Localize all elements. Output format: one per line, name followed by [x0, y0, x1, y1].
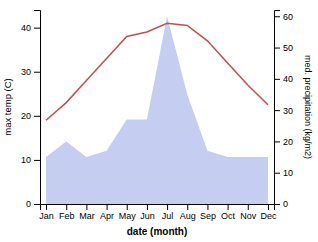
tick-label: Feb — [59, 211, 75, 221]
tick-label: 20 — [283, 137, 293, 147]
tick-label: 30 — [283, 106, 293, 116]
tick: 40 — [21, 23, 40, 33]
y-axis-title: max temp (C) — [2, 78, 13, 136]
tick-mark — [274, 204, 280, 205]
tick-label: Apr — [100, 211, 114, 221]
tick: Sep — [200, 204, 216, 221]
tick: 40 — [274, 74, 293, 84]
tick: Apr — [100, 204, 114, 221]
tick-label: Mar — [79, 211, 95, 221]
tick: 0 — [26, 199, 40, 209]
tick-label: 50 — [283, 43, 293, 53]
tick-label: Oct — [221, 211, 236, 221]
tick: Mar — [79, 204, 95, 221]
tick-label: 10 — [21, 155, 31, 165]
y2-axis: 0 10 20 30 40 50 60 — [274, 11, 293, 210]
tick-mark — [107, 204, 108, 210]
tick: 50 — [274, 43, 293, 53]
marks — [46, 16, 268, 204]
temperature-line — [46, 23, 268, 120]
tick-label: Jun — [140, 211, 155, 221]
tick: Nov — [240, 204, 257, 221]
tick: Dec — [260, 204, 277, 221]
tick-mark — [86, 204, 87, 210]
tick-mark — [34, 116, 40, 117]
tick-mark — [274, 79, 280, 80]
tick: Jul — [162, 204, 174, 221]
tick: 60 — [274, 12, 293, 22]
tick: Oct — [221, 204, 236, 221]
tick-mark — [274, 110, 280, 111]
x-axis: Jan Feb Mar Apr MayJun Jul Aug Sep Oct NovDec — [39, 204, 277, 221]
tick-label: Jan — [39, 211, 54, 221]
tick-label: Jul — [162, 211, 174, 221]
tick-mark — [34, 72, 40, 73]
axis-line — [34, 11, 41, 205]
tick: 0 — [274, 199, 288, 209]
tick-label: 0 — [283, 199, 288, 209]
tick-label: Aug — [180, 211, 196, 221]
chart: Jan Feb Mar Apr MayJun Jul Aug Sep Oct NovDec 0 10 2… — [0, 0, 318, 242]
tick: 20 — [21, 111, 40, 121]
tick-mark — [274, 16, 280, 17]
tick-mark — [147, 204, 148, 210]
tick-label: 30 — [21, 67, 31, 77]
tick: 20 — [274, 137, 293, 147]
tick-label: 40 — [21, 23, 31, 33]
tick: Feb — [59, 204, 75, 221]
tick-mark — [268, 204, 269, 210]
y2-axis-title: med. precipitation (kg/m2) — [303, 55, 313, 159]
tick-mark — [207, 204, 208, 210]
plot: Jan Feb Mar Apr MayJun Jul Aug Sep Oct NovDec 0 10 2… — [2, 11, 313, 238]
tick-label: Nov — [240, 211, 257, 221]
tick: Aug — [180, 204, 196, 221]
tick-mark — [127, 204, 128, 210]
tick-mark — [228, 204, 229, 210]
axis-line — [275, 11, 281, 205]
tick-label: 0 — [26, 199, 31, 209]
tick-mark — [34, 28, 40, 29]
tick-mark — [274, 173, 280, 174]
tick-label: 20 — [21, 111, 31, 121]
tick-mark — [66, 204, 67, 210]
tick-mark — [34, 204, 40, 205]
tick-mark — [34, 160, 40, 161]
tick: Jan — [39, 204, 54, 221]
tick: Jun — [140, 204, 155, 221]
y-axis: 0 10 20 30 40 — [21, 11, 41, 210]
tick: May — [119, 204, 137, 221]
tick-label: Dec — [260, 211, 277, 221]
tick-label: 60 — [283, 12, 293, 22]
tick-mark — [274, 141, 280, 142]
x-axis-title: date (month) — [127, 226, 188, 237]
tick: 30 — [21, 67, 40, 77]
tick-label: May — [119, 211, 137, 221]
tick-label: 40 — [283, 74, 293, 84]
tick-mark — [167, 204, 168, 210]
tick-mark — [187, 204, 188, 210]
tick-label: Sep — [200, 211, 216, 221]
tick: 30 — [274, 106, 293, 116]
axis-line — [41, 205, 275, 211]
tick-mark — [274, 48, 280, 49]
tick-mark — [248, 204, 249, 210]
tick-label: 10 — [283, 168, 293, 178]
precipitation-area — [46, 16, 268, 204]
tick-mark — [46, 204, 47, 210]
tick: 10 — [21, 155, 40, 165]
tick: 10 — [274, 168, 293, 178]
